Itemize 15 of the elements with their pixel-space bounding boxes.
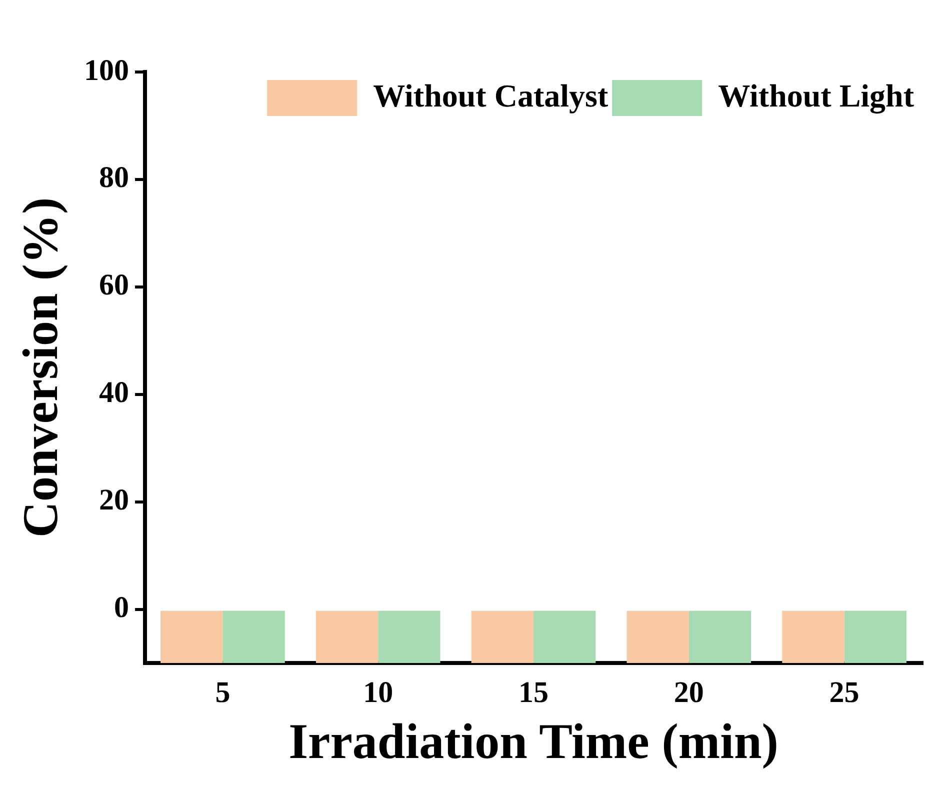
- x-tick-label: 20: [674, 676, 704, 709]
- legend-label: Without Catalyst: [373, 77, 608, 114]
- y-tick-label: 80: [99, 161, 129, 194]
- y-tick-label: 0: [114, 591, 129, 624]
- x-tick-label: 15: [518, 676, 548, 709]
- x-tick-label: 10: [363, 676, 394, 709]
- x-tick-label: 5: [215, 676, 230, 709]
- y-axis-title: Conversion (%): [12, 197, 68, 538]
- y-tick-label: 40: [99, 376, 129, 410]
- x-axis-title: Irradiation Time (min): [288, 712, 778, 769]
- y-tick-label: 100: [84, 54, 129, 87]
- x-tick-label: 25: [829, 676, 860, 709]
- y-tick-label: 60: [99, 268, 129, 302]
- legend-label: Without Light: [718, 77, 914, 114]
- y-tick-label: 20: [99, 484, 129, 517]
